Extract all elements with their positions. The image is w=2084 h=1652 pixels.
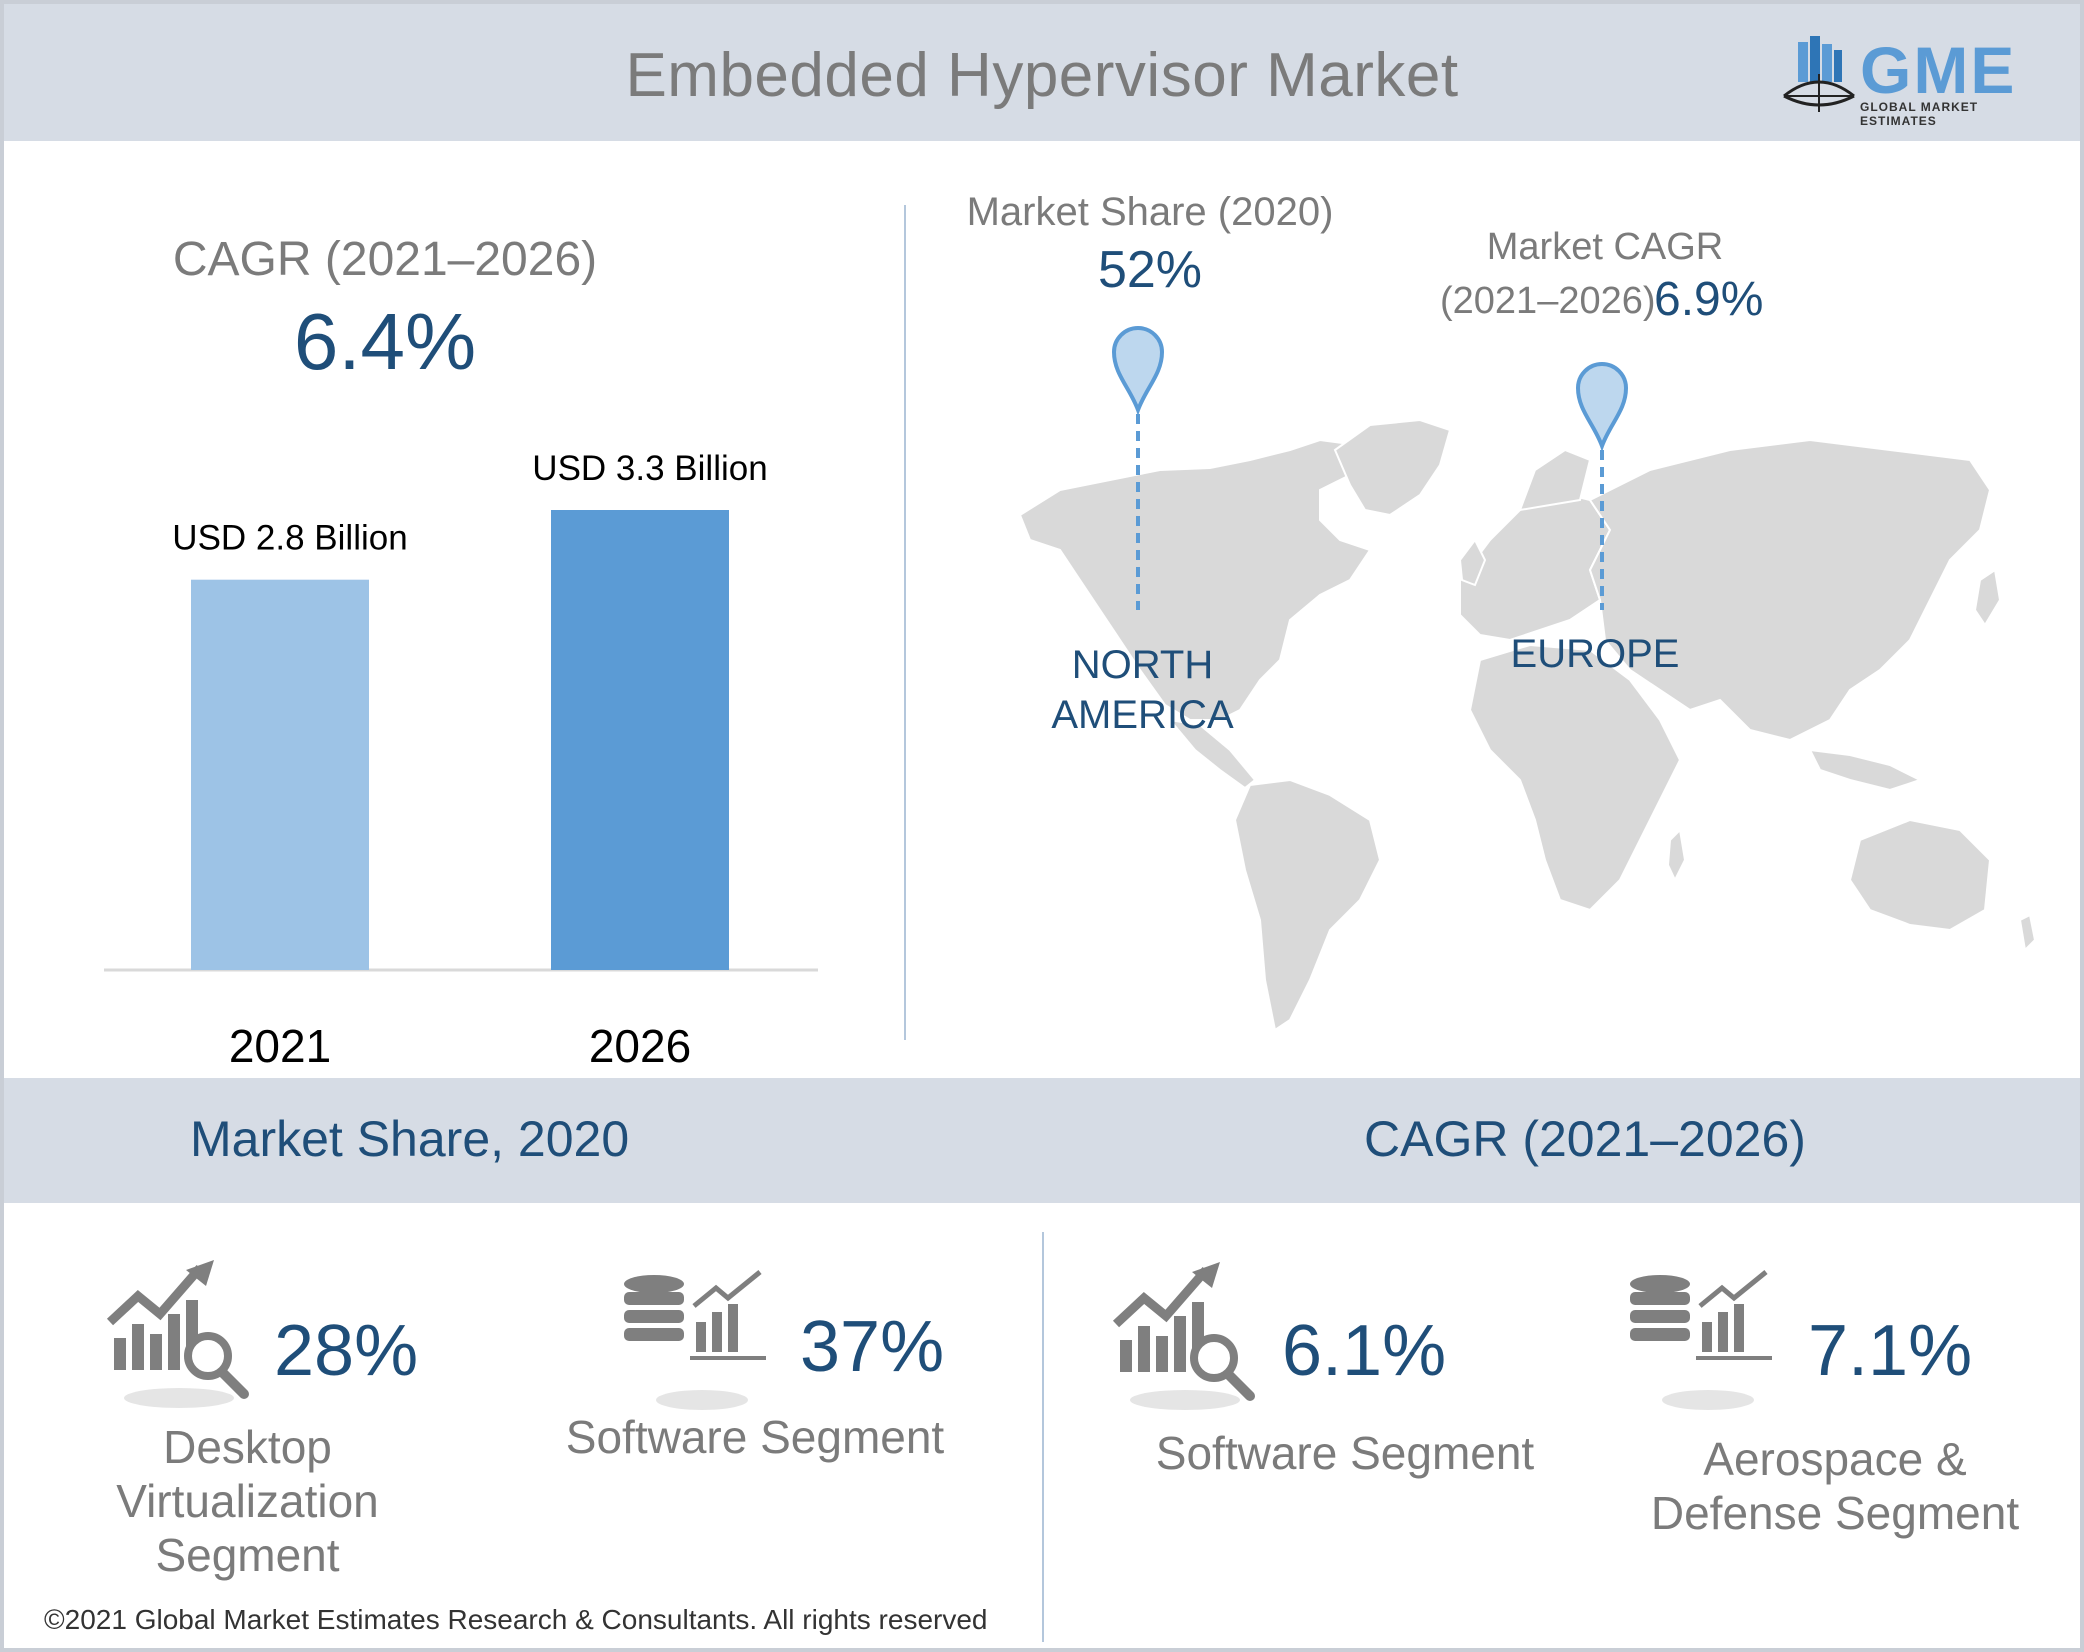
scandinavia-landmass <box>1518 448 1592 512</box>
gme-logo: GME GLOBAL MARKET ESTIMATES <box>1780 33 2040 128</box>
north-america-pin <box>1111 326 1165 610</box>
x-tick-label: 2021 <box>229 1020 331 1072</box>
eu-metric-period: (2021–2026) <box>1440 280 1656 322</box>
header-banner: Embedded Hypervisor Market <box>4 4 2080 141</box>
europe-pin <box>1575 362 1629 610</box>
stat-value: 28% <box>274 1311 419 1391</box>
copyright-footer: ©2021 Global Market Estimates Research &… <box>44 1604 988 1635</box>
asia-landmass <box>1588 438 1992 742</box>
section-band <box>4 1078 2080 1203</box>
analytics-chart-magnifier-icon <box>106 1260 249 1408</box>
eu-metric-value: 6.9% <box>1654 273 1764 326</box>
world-map <box>1018 420 2037 1032</box>
greenland-landmass <box>1333 420 1452 517</box>
bar-data-label: USD 2.8 Billion <box>172 519 407 558</box>
madagascar-landmass <box>1666 827 1687 883</box>
page-title: Embedded Hypervisor Market <box>625 41 1459 110</box>
stat-value: 6.1% <box>1282 1311 1447 1391</box>
logo-wordmark: GME <box>1860 33 2017 107</box>
panel-divider <box>904 205 906 1040</box>
bar-2021 <box>191 579 369 970</box>
australia-landmass <box>1848 818 1992 932</box>
cagr-title: CAGR (2021–2026) <box>172 233 598 286</box>
market-share-heading: Market Share, 2020 <box>190 1111 630 1167</box>
uk-landmass <box>1458 538 1487 587</box>
japan-landmass <box>1973 568 2002 627</box>
southeast-asia-islands <box>1808 748 1923 792</box>
x-tick-label: 2026 <box>589 1020 691 1072</box>
region-label-europe: EUROPE <box>1510 632 1680 676</box>
analytics-chart-magnifier-icon <box>1112 1262 1255 1410</box>
stat-value: 7.1% <box>1808 1311 1973 1391</box>
south-america-landmass <box>1233 778 1382 1032</box>
market-size-bar-chart: USD 2.8 Billion 2021 USD 3.3 Billion 2026 <box>104 449 818 1072</box>
stat-label: Aerospace & Defense Segment <box>1650 1433 2020 1539</box>
na-metric-value: 52% <box>1097 241 1203 299</box>
bar-2026 <box>551 510 729 970</box>
cagr-heading: CAGR (2021–2026) <box>1364 1111 1806 1167</box>
logo-subtext: GLOBAL MARKET ESTIMATES <box>1860 100 1979 128</box>
eu-metric-title: Market CAGR <box>1486 226 1724 268</box>
stat-label: Software Segment <box>1155 1427 1535 1479</box>
na-metric-title: Market Share (2020) <box>966 190 1334 234</box>
bar-data-label: USD 3.3 Billion <box>532 449 767 488</box>
new-zealand-landmass <box>2018 913 2037 953</box>
database-chart-icon <box>1630 1270 1772 1410</box>
database-chart-icon <box>624 1270 766 1410</box>
stat-value: 37% <box>800 1307 945 1387</box>
stats-divider <box>1042 1232 1044 1642</box>
map-pin-icon <box>1111 326 1165 416</box>
stat-label: Desktop Virtualization Segment <box>116 1421 379 1581</box>
cagr-value: 6.4% <box>293 297 477 386</box>
north-america-landmass <box>1018 438 1372 721</box>
region-label-north-america: NORTH AMERICA <box>1051 643 1234 737</box>
africa-landmass <box>1468 643 1682 912</box>
stat-label: Software Segment <box>565 1411 945 1463</box>
globe-buildings-icon <box>1783 36 1855 112</box>
map-pin-icon <box>1575 362 1629 452</box>
